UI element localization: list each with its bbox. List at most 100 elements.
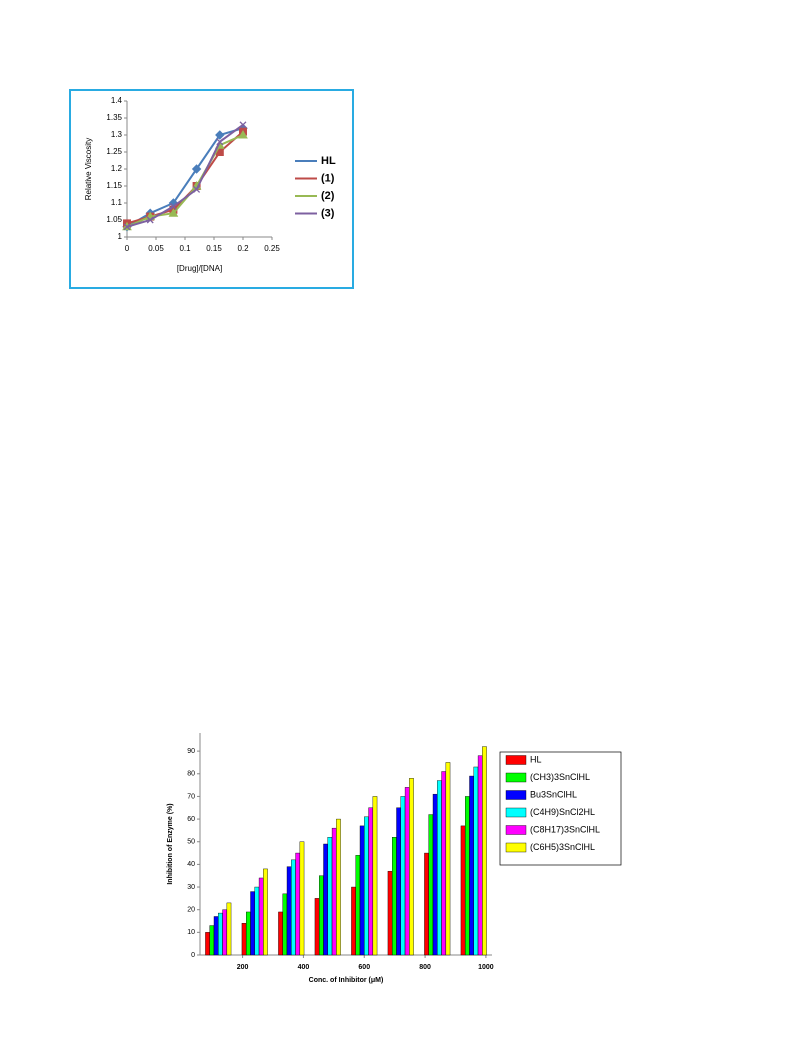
y-tick-label: 50: [187, 839, 195, 846]
x-axis-title: [Drug]/[DNA]: [177, 264, 222, 273]
legend-label: Bu3SnClHL: [530, 789, 577, 799]
bar: [372, 796, 378, 956]
bar: [437, 780, 442, 956]
y-tick-label: 0: [191, 952, 195, 959]
legend-swatch: [505, 790, 527, 800]
bar: [482, 746, 487, 956]
marker: [123, 223, 131, 231]
bar: [355, 855, 361, 956]
bar: [465, 796, 470, 956]
legend-swatch: [505, 755, 527, 765]
bar: [222, 909, 227, 956]
bar: [441, 771, 446, 956]
bar: [218, 912, 223, 956]
legend-label: HL: [530, 754, 542, 764]
legend-label: (CH3)3SnClHL: [530, 772, 590, 782]
bar: [241, 923, 247, 956]
bar: [323, 843, 328, 956]
y-tick-label: 1.25: [106, 147, 122, 156]
legend-label: (C4H9)SnCl2HL: [530, 807, 595, 817]
line: [126, 123, 244, 228]
x-tick-label: 600: [358, 964, 370, 971]
legend-swatch: [505, 825, 527, 835]
y-tick-label: 70: [187, 793, 195, 800]
legend-swatch: [505, 842, 527, 853]
x-tick-label: 0.2: [237, 244, 249, 253]
bar: [246, 911, 251, 956]
bar: [319, 875, 324, 956]
y-tick-label: 60: [187, 816, 195, 823]
bar: [364, 816, 369, 956]
x-tick-label: 200: [237, 964, 249, 971]
bar: [263, 868, 268, 956]
x-tick-label: 0.15: [206, 244, 222, 253]
bar: [428, 814, 434, 956]
bar: [432, 793, 438, 956]
bar: [226, 902, 232, 956]
bar: [205, 932, 210, 956]
legend-label: HL: [321, 155, 336, 167]
bar: [477, 755, 483, 956]
y-tick-label: 1.4: [111, 96, 123, 105]
bar: [460, 825, 466, 956]
bar: [250, 891, 255, 956]
marker: [215, 130, 225, 140]
bar: [368, 807, 373, 956]
y-tick-label: 1.05: [106, 215, 122, 224]
bar: [258, 877, 264, 956]
x-tick-label: 400: [298, 964, 310, 971]
marker: [238, 129, 248, 139]
chart-frame: [69, 89, 354, 289]
x-tick-label: 1000: [478, 964, 494, 971]
y-tick-label: 1.2: [111, 164, 123, 173]
bar: [409, 778, 414, 956]
x-axis-title: Conc. of Inhibitor (μM): [309, 977, 384, 984]
line: [126, 134, 244, 228]
x-tick-label: 800: [419, 964, 431, 971]
legend-swatch: [505, 807, 527, 818]
bar: [396, 807, 401, 956]
bar: [286, 866, 292, 956]
marker: [193, 185, 201, 193]
bar: [299, 841, 305, 956]
y-tick-label: 10: [187, 929, 195, 936]
legend-label: (C8H17)3SnClHL: [530, 824, 600, 834]
y-axis-title: Inhibition of Enzyme (%): [167, 803, 174, 884]
y-axis-title: Relative Viscosity: [84, 138, 93, 201]
bar: [314, 898, 320, 956]
marker: [146, 216, 154, 224]
x-tick-label: 0.25: [264, 244, 280, 253]
bar: [254, 886, 260, 956]
marker: [239, 121, 247, 129]
legend-label: (1): [321, 172, 335, 184]
y-tick-label: 1.3: [111, 130, 123, 139]
bar: [209, 925, 215, 956]
y-tick-label: 1.35: [106, 113, 122, 122]
legend-label: (2): [321, 190, 335, 202]
x-tick-label: 0.05: [148, 244, 164, 253]
bar: [445, 762, 451, 956]
bar: [404, 787, 410, 956]
y-tick-label: 90: [187, 748, 195, 755]
y-tick-label: 40: [187, 861, 195, 868]
bar: [392, 837, 397, 956]
y-tick-label: 1: [118, 232, 123, 241]
marker: [216, 138, 224, 146]
x-tick-label: 0: [125, 244, 130, 253]
y-tick-label: 80: [187, 771, 195, 778]
y-tick-label: 30: [187, 884, 195, 891]
bar: [424, 852, 429, 956]
bar: [327, 837, 333, 956]
bar: [359, 825, 365, 956]
legend-label: (3): [321, 207, 335, 219]
marker: [191, 164, 202, 174]
bar: [213, 916, 219, 956]
bar: [331, 827, 337, 956]
marker: [169, 202, 177, 210]
bar: [291, 859, 296, 956]
bar: [351, 886, 356, 956]
y-tick-label: 1.1: [111, 198, 123, 207]
legend-label: (C6H5)3SnClHL: [530, 842, 595, 852]
y-tick-label: 1.15: [106, 181, 122, 190]
